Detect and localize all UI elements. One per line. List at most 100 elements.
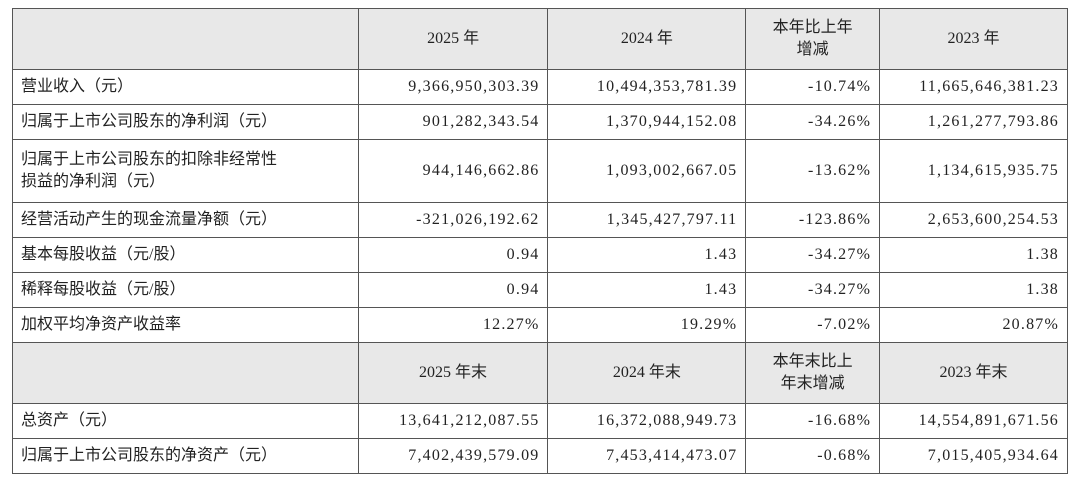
cell-value: 7,453,414,473.07 <box>547 438 747 474</box>
value-text: 12.27% <box>482 316 540 333</box>
header-cell: 2024 年 <box>547 8 747 70</box>
cell-value: 1,093,002,667.05 <box>547 139 747 203</box>
header-text: 2023 年末 <box>939 364 1008 381</box>
value-text: -16.68% <box>808 412 872 429</box>
header-text: 2023 年 <box>947 30 1000 47</box>
cell-value: 16,372,088,949.73 <box>547 403 747 439</box>
data-row: 总资产（元） 13,641,212,087.55 16,372,088,949.73… <box>12 403 1068 439</box>
value-text: 1.43 <box>704 246 738 263</box>
value-text: 1,261,277,793.86 <box>927 113 1059 130</box>
row-label: 归属于上市公司股东的净利润（元） <box>12 104 359 140</box>
value-text: 7,402,439,579.09 <box>408 447 540 464</box>
data-row: 稀释每股收益（元/股） 0.94 1.43 -34.27% 1.38 <box>12 272 1068 308</box>
data-row: 营业收入（元） 9,366,950,303.39 10,494,353,781.39… <box>12 69 1068 105</box>
header-cell: 本年比上年增减 <box>745 8 881 70</box>
label-text: 基本每股收益（元/股） <box>21 246 186 263</box>
row-label: 归属于上市公司股东的扣除非经常性损益的净利润（元） <box>12 139 359 203</box>
cell-value: 1.43 <box>547 237 747 273</box>
value-text: 1.38 <box>1026 281 1059 298</box>
row-label: 加权平均净资产收益率 <box>12 307 359 343</box>
value-text: 20.87% <box>1002 316 1059 333</box>
cell-value: -10.74% <box>745 69 881 105</box>
value-text: 1,093,002,667.05 <box>606 162 738 179</box>
cell-value: 944,146,662.86 <box>357 139 549 203</box>
row-label: 经营活动产生的现金流量净额（元） <box>12 202 359 238</box>
value-text: 0.94 <box>506 246 540 263</box>
row-label: 归属于上市公司股东的净资产（元） <box>12 438 359 474</box>
header-text: 本年比上年增减 <box>772 19 853 58</box>
cell-value: 0.94 <box>357 272 549 308</box>
cell-value: 19.29% <box>547 307 747 343</box>
cell-value: -13.62% <box>745 139 881 203</box>
value-text: -7.02% <box>817 316 872 333</box>
header-cell: 2025 年 <box>357 8 549 70</box>
cell-value: 14,554,891,671.56 <box>879 403 1068 439</box>
value-text: -321,026,192.62 <box>416 211 540 228</box>
value-text: 9,366,950,303.39 <box>408 78 540 95</box>
label-text: 归属于上市公司股东的扣除非经常性损益的净利润（元） <box>21 151 278 190</box>
header-cell: 2024 年末 <box>547 342 747 404</box>
header-text: 2024 年末 <box>612 364 681 381</box>
label-text: 经营活动产生的现金流量净额（元） <box>21 211 278 228</box>
value-text: 1.38 <box>1026 246 1059 263</box>
label-text: 营业收入（元） <box>21 78 134 95</box>
value-text: 11,665,646,381.23 <box>919 78 1059 95</box>
label-text: 归属于上市公司股东的净利润（元） <box>21 113 278 130</box>
value-text: -10.74% <box>808 78 872 95</box>
value-text: 1,134,615,935.75 <box>927 162 1059 179</box>
cell-value: 2,653,600,254.53 <box>879 202 1068 238</box>
label-text: 归属于上市公司股东的净资产（元） <box>21 447 278 464</box>
data-row: 归属于上市公司股东的净利润（元） 901,282,343.54 1,370,944,… <box>12 104 1068 140</box>
header-text: 2024 年 <box>620 30 673 47</box>
header-cell: 2025 年末 <box>357 342 549 404</box>
cell-value: 11,665,646,381.23 <box>879 69 1068 105</box>
value-text: -34.27% <box>808 281 872 298</box>
value-text: 14,554,891,671.56 <box>918 412 1059 429</box>
value-text: 10,494,353,781.39 <box>596 78 738 95</box>
data-row: 加权平均净资产收益率 12.27% 19.29% -7.02% 20.87% <box>12 307 1068 343</box>
label-text: 总资产（元） <box>21 412 118 429</box>
row-label: 基本每股收益（元/股） <box>12 237 359 273</box>
value-text: 0.94 <box>506 281 540 298</box>
value-text: 1,345,427,797.11 <box>606 211 738 228</box>
header-cell: 2023 年末 <box>879 342 1068 404</box>
cell-value: -0.68% <box>745 438 881 474</box>
financial-table: 2025 年 2024 年 本年比上年增减 2023 年营业收入（元） 9,366,95… <box>12 8 1068 474</box>
row-label: 稀释每股收益（元/股） <box>12 272 359 308</box>
data-row: 归属于上市公司股东的扣除非经常性损益的净利润（元） 944,146,662.86 1… <box>12 139 1068 203</box>
value-text: -0.68% <box>817 447 872 464</box>
header-row: 2025 年 2024 年 本年比上年增减 2023 年 <box>12 8 1068 70</box>
header-row: 2025 年末 2024 年末 本年末比上年末增减 2023 年末 <box>12 342 1068 404</box>
header-text: 2025 年末 <box>419 364 488 381</box>
header-cell <box>12 8 359 70</box>
value-text: 7,453,414,473.07 <box>606 447 738 464</box>
cell-value: -34.26% <box>745 104 881 140</box>
cell-value: -16.68% <box>745 403 881 439</box>
cell-value: 1,345,427,797.11 <box>547 202 747 238</box>
cell-value: 10,494,353,781.39 <box>547 69 747 105</box>
cell-value: 7,015,405,934.64 <box>879 438 1068 474</box>
value-text: -34.26% <box>808 113 872 130</box>
cell-value: 13,641,212,087.55 <box>357 403 549 439</box>
cell-value: 12.27% <box>357 307 549 343</box>
cell-value: 1,134,615,935.75 <box>879 139 1068 203</box>
data-row: 归属于上市公司股东的净资产（元） 7,402,439,579.09 7,453,41… <box>12 438 1068 474</box>
cell-value: 9,366,950,303.39 <box>357 69 549 105</box>
value-text: 901,282,343.54 <box>422 113 540 130</box>
value-text: -13.62% <box>808 162 872 179</box>
data-row: 经营活动产生的现金流量净额（元） -321,026,192.62 1,345,427… <box>12 202 1068 238</box>
cell-value: -7.02% <box>745 307 881 343</box>
cell-value: 1.38 <box>879 272 1068 308</box>
cell-value: -123.86% <box>745 202 881 238</box>
label-text: 稀释每股收益（元/股） <box>21 281 186 298</box>
cell-value: -34.27% <box>745 272 881 308</box>
cell-value: 1.43 <box>547 272 747 308</box>
cell-value: 20.87% <box>879 307 1068 343</box>
cell-value: 901,282,343.54 <box>357 104 549 140</box>
value-text: 944,146,662.86 <box>422 162 540 179</box>
header-cell: 本年末比上年末增减 <box>745 342 881 404</box>
cell-value: 0.94 <box>357 237 549 273</box>
header-text: 本年末比上年末增减 <box>772 353 853 392</box>
value-text: 1,370,944,152.08 <box>606 113 738 130</box>
